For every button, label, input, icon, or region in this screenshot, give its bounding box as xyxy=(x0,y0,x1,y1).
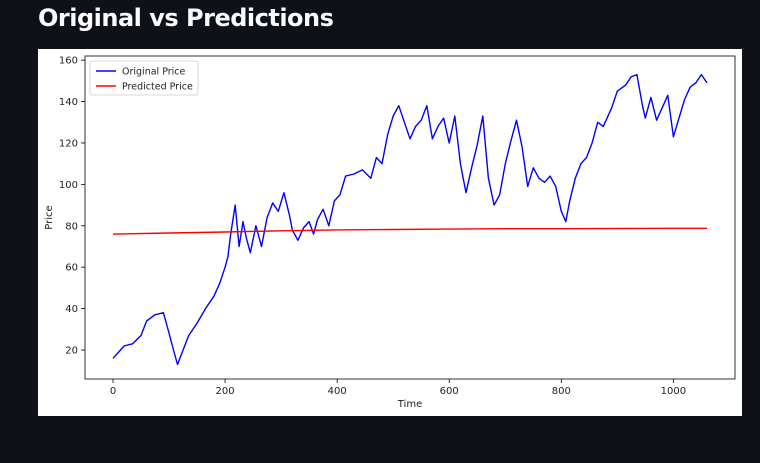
x-tick-label: 800 xyxy=(552,386,571,397)
y-tick-label: 40 xyxy=(65,304,78,315)
y-tick-label: 20 xyxy=(65,346,78,357)
x-tick-label: 600 xyxy=(440,386,459,397)
x-tick-label: 1000 xyxy=(661,386,686,397)
line-chart: 0 200 400 600 800 1000 20 40 60 80 100 120 140 160 Tim… xyxy=(44,55,736,410)
series-line-predicted-price xyxy=(112,227,707,235)
legend-entry-label: Predicted Price xyxy=(122,82,193,93)
y-axis-label: Price xyxy=(44,205,55,229)
y-tick-label: 120 xyxy=(59,138,78,149)
y-tick-label: 100 xyxy=(59,180,78,191)
y-tick-label: 60 xyxy=(65,263,78,274)
y-tick-label: 140 xyxy=(59,97,78,108)
x-tick-label: 0 xyxy=(110,386,116,397)
series-line-original-price xyxy=(112,73,708,366)
legend-box xyxy=(89,60,199,96)
x-tick-label: 400 xyxy=(328,386,347,397)
page-title: Original vs Predictions xyxy=(38,4,334,32)
x-tick-label: 200 xyxy=(216,386,235,397)
chart-figure: 0 200 400 600 800 1000 20 40 60 80 100 120 140 160 Tim… xyxy=(38,49,742,416)
x-axis-label: Time xyxy=(397,399,422,410)
y-tick-label: 80 xyxy=(65,221,78,232)
y-tick-label: 160 xyxy=(59,56,78,67)
plot-frame xyxy=(84,55,736,380)
legend-entry-label: Original Price xyxy=(122,67,186,78)
